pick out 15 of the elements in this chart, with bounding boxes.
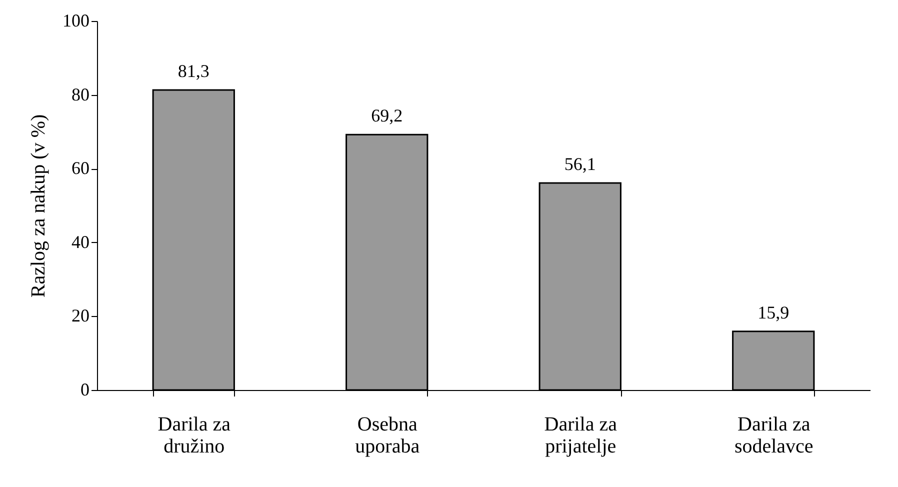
y-tick-label: 20: [72, 306, 90, 326]
y-tick-label: 40: [72, 232, 90, 252]
x-tick-label: Darila za družino: [158, 414, 231, 458]
y-tick-label: 80: [72, 84, 90, 104]
data-label: 56,1: [564, 154, 596, 174]
x-tick-label: Darila za sodelavce: [734, 414, 814, 458]
data-label: 81,3: [178, 61, 210, 82]
y-tick-label: 0: [80, 380, 90, 400]
y-axis-title: Razlog za nakup (v %): [28, 114, 50, 298]
x-tick-label: Osebna uporaba: [355, 414, 420, 458]
data-label: 69,2: [371, 106, 403, 126]
data-label: 15,9: [758, 302, 790, 322]
y-tick-label: 60: [72, 158, 90, 178]
y-tick-label: 100: [62, 10, 90, 30]
x-tick-label: Darila za prijatelje: [544, 414, 618, 458]
